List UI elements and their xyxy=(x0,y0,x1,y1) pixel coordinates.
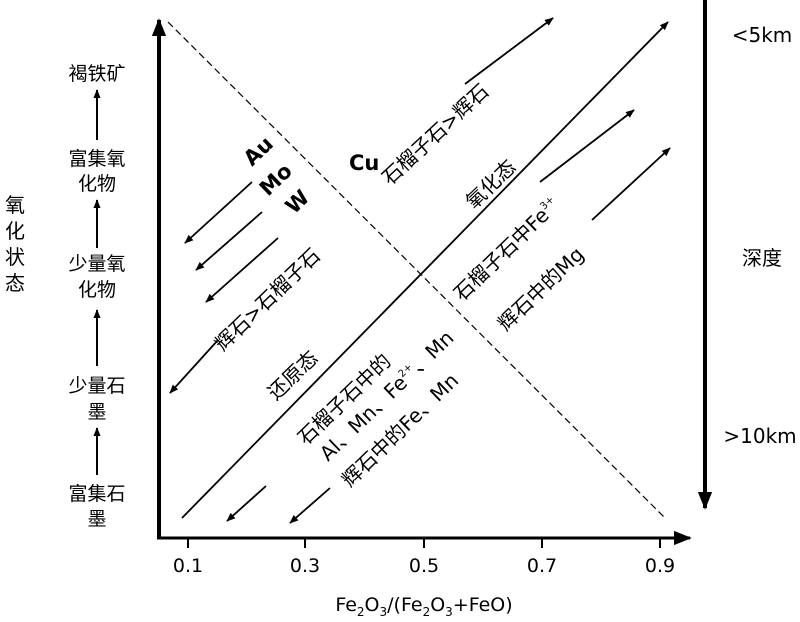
stage-label-line: 墨 xyxy=(87,508,106,530)
stage-label-line: 富集氧 xyxy=(68,148,125,170)
label-au: Au xyxy=(239,132,278,171)
arrow-garnet-gt-pyroxene xyxy=(464,17,554,85)
arrow-w xyxy=(205,237,279,303)
y-axis-title: 氧化状态 xyxy=(5,193,25,295)
x-ticks xyxy=(187,538,661,548)
arrow-pyroxene-gt-garnet xyxy=(169,339,219,394)
label-w: W xyxy=(281,185,314,218)
stage-label-line: 少量氧 xyxy=(68,253,125,275)
depth-top-label: <5km xyxy=(732,23,793,47)
label-reduced: 还原态 xyxy=(263,346,323,405)
stage-label-line: 褐铁矿 xyxy=(68,63,125,85)
x-tick-label: 0.3 xyxy=(290,555,320,577)
stage-label-line: 富集石 xyxy=(68,483,125,505)
depth-title: 深度 xyxy=(742,246,782,270)
svg-text:氧化状态: 氧化状态 xyxy=(5,193,25,295)
label-garnet-gt-pyroxene: 石榴子石>辉石 xyxy=(377,79,493,190)
arrow-mg xyxy=(591,147,671,221)
arrow-fe3 xyxy=(539,109,635,183)
depth-bottom-label: >10km xyxy=(723,424,796,448)
dashed-diagonal xyxy=(167,21,666,519)
stage-label-line: 少量石 xyxy=(68,375,125,397)
label-oxidized: 氧化态 xyxy=(461,155,521,214)
x-tick-label: 0.7 xyxy=(527,555,557,577)
x-tick-label: 0.9 xyxy=(645,555,675,577)
x-tick-label: 0.1 xyxy=(173,555,203,577)
x-tick-label: 0.5 xyxy=(409,555,439,577)
arrow-pyroxene-fe-mn xyxy=(289,487,331,524)
arrow-mo xyxy=(195,211,263,271)
stage-label-line: 墨 xyxy=(87,401,106,423)
x-axis-label: Fe2O3/(Fe2O3+FeO) xyxy=(335,594,512,619)
label-pyroxene-gt-garnet: 辉石>石榴子石 xyxy=(210,243,325,355)
stage-label-line: 化物 xyxy=(78,279,116,301)
label-cu: Cu xyxy=(349,151,379,175)
solid-diagonal-arrow xyxy=(181,21,669,519)
arrow-au xyxy=(184,181,253,244)
stage-label-line: 化物 xyxy=(78,173,116,195)
arrow-garnet-elements xyxy=(226,485,267,522)
